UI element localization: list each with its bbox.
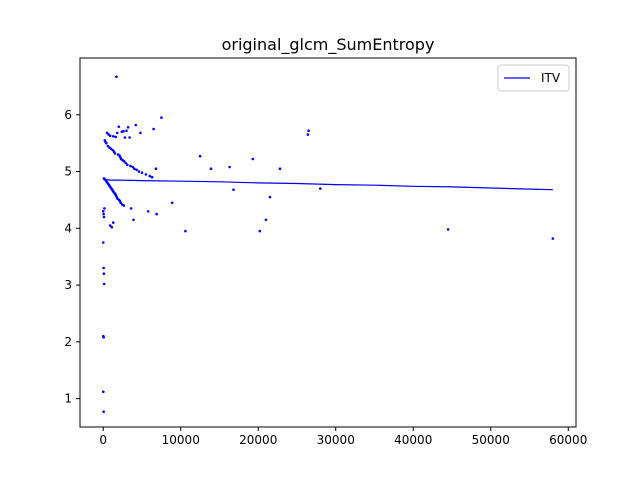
scatter-point	[115, 131, 119, 135]
scatter-point	[128, 136, 131, 139]
scatter-point	[155, 212, 158, 216]
scatter-point	[129, 207, 133, 210]
itv-line-series	[103, 178, 553, 191]
scatter-point	[102, 215, 106, 219]
scatter-point	[446, 228, 450, 231]
x-tick-label: 50000	[472, 433, 510, 447]
scatter-series	[102, 75, 555, 414]
y-tick-label: 3	[64, 278, 72, 292]
scatter-point	[251, 157, 255, 161]
x-tick-label: 10000	[162, 433, 200, 447]
scatter-point	[113, 152, 117, 155]
scatter-point	[148, 174, 152, 178]
scatter-point	[129, 164, 132, 168]
x-tick-label: 30000	[317, 433, 355, 447]
scatter-point	[102, 390, 105, 394]
scatter-point	[102, 212, 105, 216]
scatter-point	[102, 241, 105, 244]
scatter-point	[307, 129, 310, 132]
scatter-point	[108, 134, 112, 138]
scatter-point	[106, 144, 110, 148]
scatter-point	[126, 126, 130, 129]
legend-box	[497, 64, 570, 92]
scatter-point	[184, 229, 187, 233]
chart-title: original_glcm_SumEntropy	[222, 35, 435, 55]
scatter-point	[105, 141, 108, 145]
scatter-point	[115, 75, 118, 78]
scatter-point	[264, 218, 268, 222]
scatter-point	[105, 131, 109, 135]
scatter-point	[140, 171, 144, 174]
scatter-point	[119, 201, 122, 205]
scatter-point	[110, 225, 114, 229]
scatter-point	[108, 224, 112, 227]
x-tick-label: 20000	[239, 433, 277, 447]
scatter-point	[114, 135, 117, 139]
scatter-point	[117, 125, 121, 128]
plot-frame	[79, 57, 577, 428]
y-axis: 1 2 3 4 5 6	[64, 108, 80, 406]
scatter-point	[209, 167, 213, 170]
scatter-point	[103, 207, 106, 210]
scatter-point	[160, 116, 163, 119]
scatter-point	[198, 154, 202, 158]
scatter-point	[122, 204, 126, 207]
scatter-point	[154, 167, 158, 170]
y-tick-label: 5	[64, 165, 72, 179]
scatter-point	[135, 168, 138, 172]
scatter-point	[112, 221, 115, 224]
scatter-point	[551, 237, 555, 240]
scatter-point	[232, 188, 235, 191]
y-tick-label: 4	[64, 221, 72, 235]
scatter-point	[102, 336, 105, 339]
scatter-point	[152, 127, 155, 131]
scatter-point	[268, 195, 272, 199]
x-tick-label: 40000	[394, 433, 432, 447]
scatter-point	[111, 148, 114, 152]
scatter-point	[134, 123, 138, 127]
scatter-point	[102, 282, 106, 286]
legend-label: ITV	[541, 71, 561, 85]
scatter-point	[120, 130, 124, 134]
scatter-point	[139, 131, 142, 135]
scatter-point	[102, 410, 105, 414]
scatter-point	[125, 129, 128, 132]
scatter-point	[126, 163, 129, 166]
scatter-point	[146, 210, 150, 213]
x-tick-label: 60000	[549, 433, 587, 447]
x-axis: 0 10000 20000 30000 40000 50000 60000	[99, 427, 587, 447]
scatter-point	[133, 167, 136, 170]
scatter-point	[112, 135, 115, 138]
scatter-point	[319, 187, 322, 190]
y-tick-label: 6	[64, 108, 72, 122]
legend: ITV	[497, 64, 570, 92]
scatter-point	[228, 165, 231, 169]
y-tick-label: 2	[64, 335, 72, 349]
scatter-point	[258, 229, 262, 233]
scatter-point	[122, 160, 126, 163]
scatter-point	[132, 218, 135, 222]
scatter-point	[102, 272, 106, 276]
scatter-point	[170, 201, 174, 205]
scatter-point	[278, 167, 282, 170]
y-tick-label: 1	[64, 392, 72, 406]
x-tick-label: 0	[99, 433, 107, 447]
scatter-point	[306, 133, 310, 136]
scatter-point	[124, 161, 127, 165]
scatter-point	[137, 170, 141, 173]
itv-line	[103, 178, 553, 191]
scatter-point	[102, 210, 105, 213]
scatter-point	[144, 173, 148, 176]
scatter-point	[131, 165, 134, 169]
scatter-point	[150, 175, 154, 179]
scatter-point	[123, 136, 127, 139]
scatter-point	[102, 266, 105, 270]
